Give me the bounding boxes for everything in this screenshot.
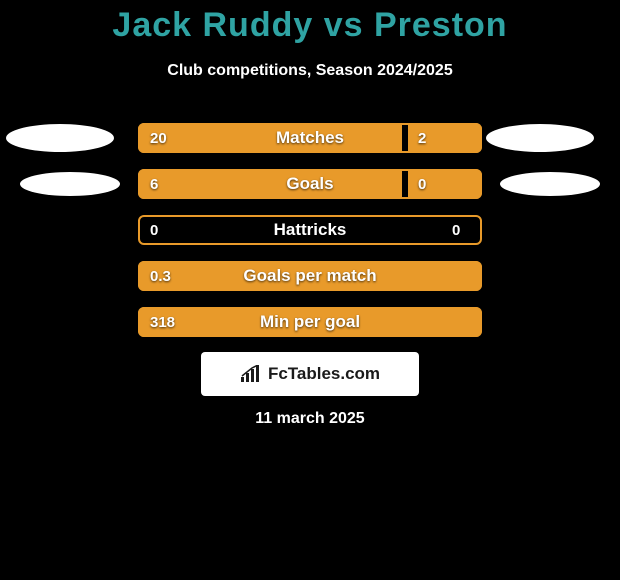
player-right-marker: [486, 124, 594, 152]
stat-left-value: 0: [150, 222, 158, 239]
stat-left-value-wrap: 0.3: [138, 261, 198, 291]
player-left-marker: [20, 172, 120, 196]
stat-left-value: 318: [150, 314, 175, 331]
stat-left-value-wrap: 20: [138, 123, 198, 153]
brand-badge[interactable]: FcTables.com: [201, 352, 419, 396]
page-subtitle: Club competitions, Season 2024/2025: [0, 62, 620, 80]
stat-left-value: 0.3: [150, 268, 171, 285]
brand-text: FcTables.com: [268, 364, 380, 384]
bar-chart-icon: [240, 365, 262, 383]
player-left-marker: [6, 124, 114, 152]
stat-left-value-wrap: 0: [138, 215, 198, 245]
stat-right-value: 0: [418, 176, 426, 193]
stat-right-value: 2: [418, 130, 426, 147]
stat-left-value: 20: [150, 130, 167, 147]
stats-comparison-card: Jack Ruddy vs Preston Club competitions,…: [0, 0, 620, 580]
date-label: 11 march 2025: [0, 410, 620, 428]
stat-right-value: 0: [452, 222, 460, 239]
stat-row: 318Min per goal: [0, 307, 620, 337]
page-title: Jack Ruddy vs Preston: [0, 0, 620, 45]
player-right-marker: [500, 172, 600, 196]
stat-left-value-wrap: 318: [138, 307, 198, 337]
stat-right-value-wrap: 0: [442, 215, 482, 245]
stat-row: 202Matches: [0, 123, 620, 153]
stat-left-value: 6: [150, 176, 158, 193]
stat-row: 0.3Goals per match: [0, 261, 620, 291]
stat-left-value-wrap: 6: [138, 169, 198, 199]
stat-row: 00Hattricks: [0, 215, 620, 245]
stat-right-value-wrap: 0: [408, 169, 482, 199]
stat-row: 60Goals: [0, 169, 620, 199]
stat-right-value-wrap: 2: [408, 123, 482, 153]
